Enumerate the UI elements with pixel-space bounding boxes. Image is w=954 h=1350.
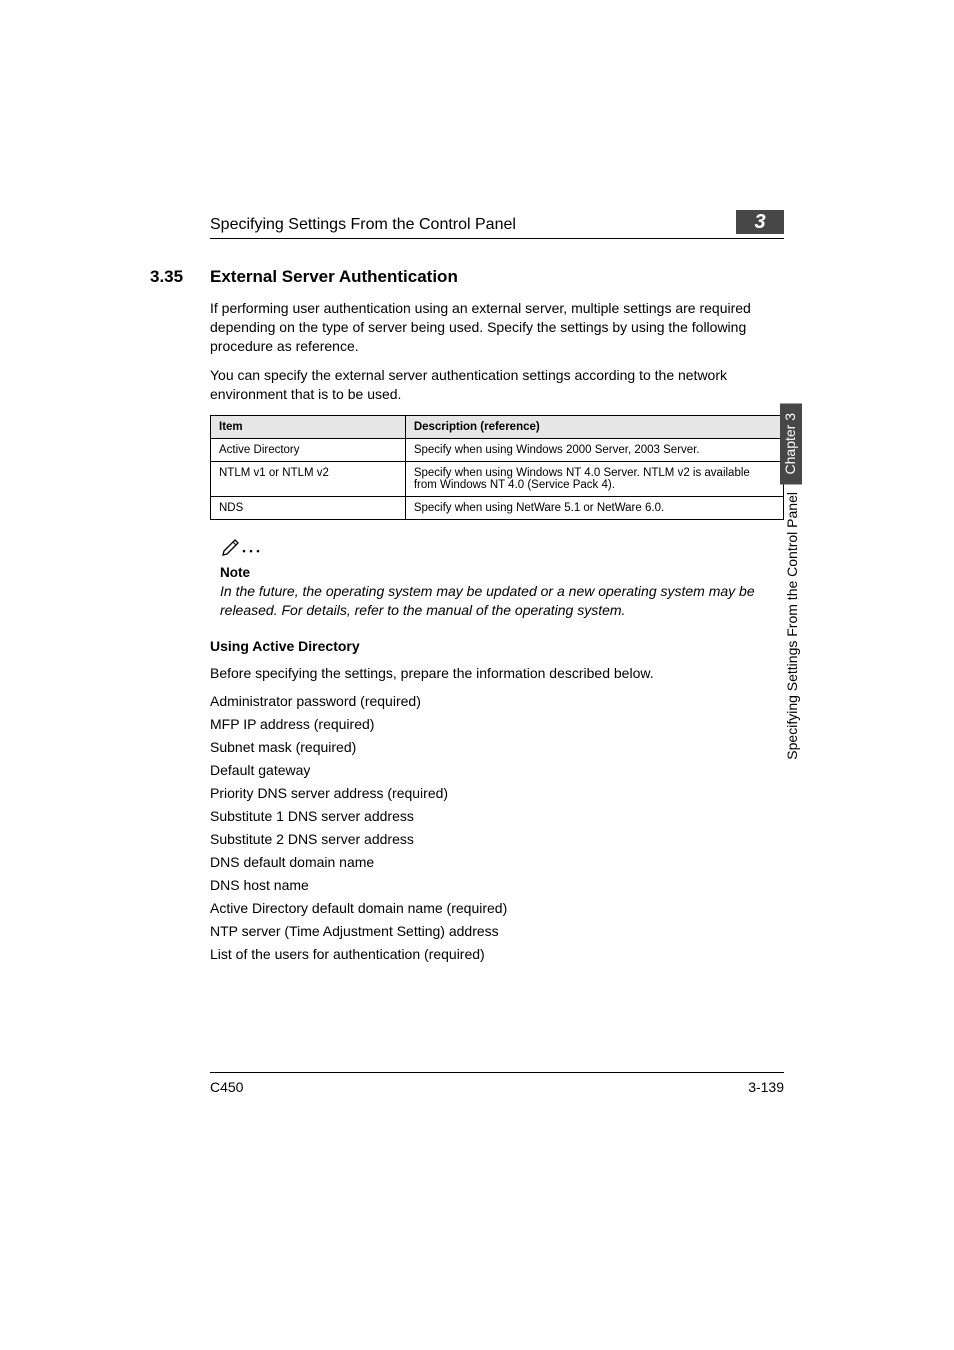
- paragraph-1: If performing user authentication using …: [210, 299, 784, 356]
- list-item: Substitute 1 DNS server address: [210, 808, 784, 824]
- reference-table: Item Description (reference) Active Dire…: [210, 415, 784, 520]
- pencil-icon: [220, 538, 240, 563]
- chapter-number-box: 3: [736, 210, 784, 234]
- running-title: Specifying Settings From the Control Pan…: [210, 216, 516, 234]
- page-header: Specifying Settings From the Control Pan…: [210, 210, 784, 239]
- paragraph-2: You can specify the external server auth…: [210, 366, 784, 404]
- page-footer: C450 3-139: [210, 1072, 784, 1095]
- table-cell: NDS: [211, 497, 406, 520]
- table-cell: Specify when using NetWare 5.1 or NetWar…: [405, 497, 783, 520]
- note-block: ... Note In the future, the operating sy…: [220, 538, 784, 620]
- note-icon-row: ...: [220, 538, 784, 563]
- table-cell: NTLM v1 or NTLM v2: [211, 462, 406, 497]
- note-dots-icon: ...: [242, 540, 263, 557]
- list-item: MFP IP address (required): [210, 716, 784, 732]
- intro-line: Before specifying the settings, prepare …: [210, 664, 784, 683]
- note-label: Note: [220, 565, 784, 580]
- footer-left: C450: [210, 1079, 243, 1095]
- list-item: DNS default domain name: [210, 854, 784, 870]
- list-item: DNS host name: [210, 877, 784, 893]
- section-number: 3.35: [150, 267, 210, 287]
- table-row: NDS Specify when using NetWare 5.1 or Ne…: [211, 497, 784, 520]
- side-tab-chapter: Chapter 3: [780, 403, 802, 484]
- footer-right: 3-139: [748, 1079, 784, 1095]
- list-item: Substitute 2 DNS server address: [210, 831, 784, 847]
- list-item: Subnet mask (required): [210, 739, 784, 755]
- list-item: List of the users for authentication (re…: [210, 946, 784, 962]
- list-item: Active Directory default domain name (re…: [210, 900, 784, 916]
- table-cell: Active Directory: [211, 439, 406, 462]
- table-row: Active Directory Specify when using Wind…: [211, 439, 784, 462]
- section-title: External Server Authentication: [210, 267, 458, 287]
- list-item: Default gateway: [210, 762, 784, 778]
- note-text: In the future, the operating system may …: [220, 582, 784, 620]
- list-item: NTP server (Time Adjustment Setting) add…: [210, 923, 784, 939]
- subheading: Using Active Directory: [210, 638, 784, 654]
- table-header-description: Description (reference): [405, 416, 783, 439]
- table-header-item: Item: [211, 416, 406, 439]
- table-cell: Specify when using Windows NT 4.0 Server…: [405, 462, 783, 497]
- side-tab-title: Specifying Settings From the Control Pan…: [780, 492, 802, 760]
- table-cell: Specify when using Windows 2000 Server, …: [405, 439, 783, 462]
- section-heading: 3.35 External Server Authentication: [210, 267, 784, 287]
- list-item: Administrator password (required): [210, 693, 784, 709]
- page: Specifying Settings From the Control Pan…: [0, 0, 954, 1350]
- table-row: NTLM v1 or NTLM v2 Specify when using Wi…: [211, 462, 784, 497]
- list-item: Priority DNS server address (required): [210, 785, 784, 801]
